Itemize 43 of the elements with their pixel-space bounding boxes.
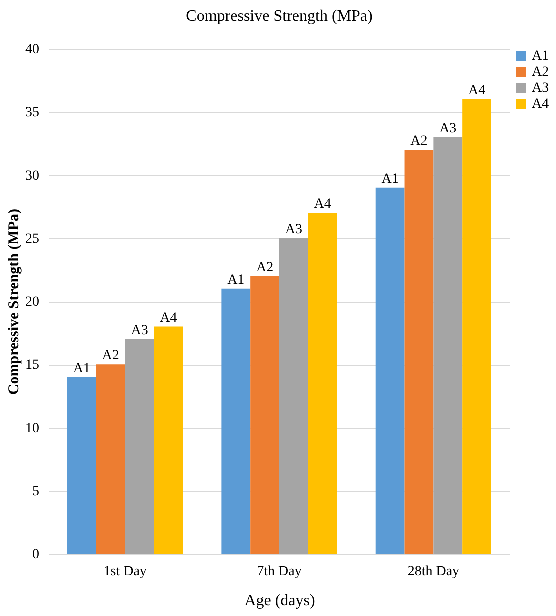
y-tick-label: 5 [32,484,40,500]
legend-label: A3 [532,81,550,96]
data-label: A4 [160,310,178,326]
y-tick-label: 20 [26,295,40,310]
y-tick-label: 10 [26,421,40,436]
data-label: A3 [131,323,148,338]
bar [434,137,463,554]
y-tick-label: 30 [26,168,40,184]
x-tick-label: 28th Day [408,564,460,580]
bar [154,326,184,554]
bar [222,288,251,554]
chart-title: Compressive Strength (MPa) [186,8,373,25]
y-tick-label: 35 [26,106,40,121]
x-axis-title: Age (days) [244,592,316,610]
bar [462,100,492,554]
y-tick-label: 25 [26,232,40,247]
data-label: A2 [256,260,274,276]
bar [96,364,126,554]
bar [280,238,308,554]
data-label: A3 [440,121,457,136]
data-label: A4 [314,197,332,212]
data-label: A1 [228,272,245,288]
data-label: A2 [102,348,120,364]
x-tick-label: 1st Day [104,564,147,580]
data-label: A1 [382,172,399,187]
data-label: A1 [73,361,91,376]
legend-label: A4 [532,97,550,112]
y-axis-title: Compressive Strength (MPa) [6,208,22,396]
x-tick-label: 7th Day [257,564,302,580]
data-label: A2 [410,134,428,149]
legend-label: A1 [532,49,550,64]
data-label: A3 [285,222,303,238]
data-label: A4 [468,84,486,98]
bar [250,276,280,554]
y-tick-label: 0 [32,548,40,562]
bar [376,188,405,554]
bar [308,213,338,554]
bar [68,377,96,554]
bar [404,150,434,554]
y-tick-label: 40 [26,42,40,58]
legend-label: A2 [532,65,550,80]
y-tick-label: 15 [26,358,40,374]
bar [125,339,154,554]
